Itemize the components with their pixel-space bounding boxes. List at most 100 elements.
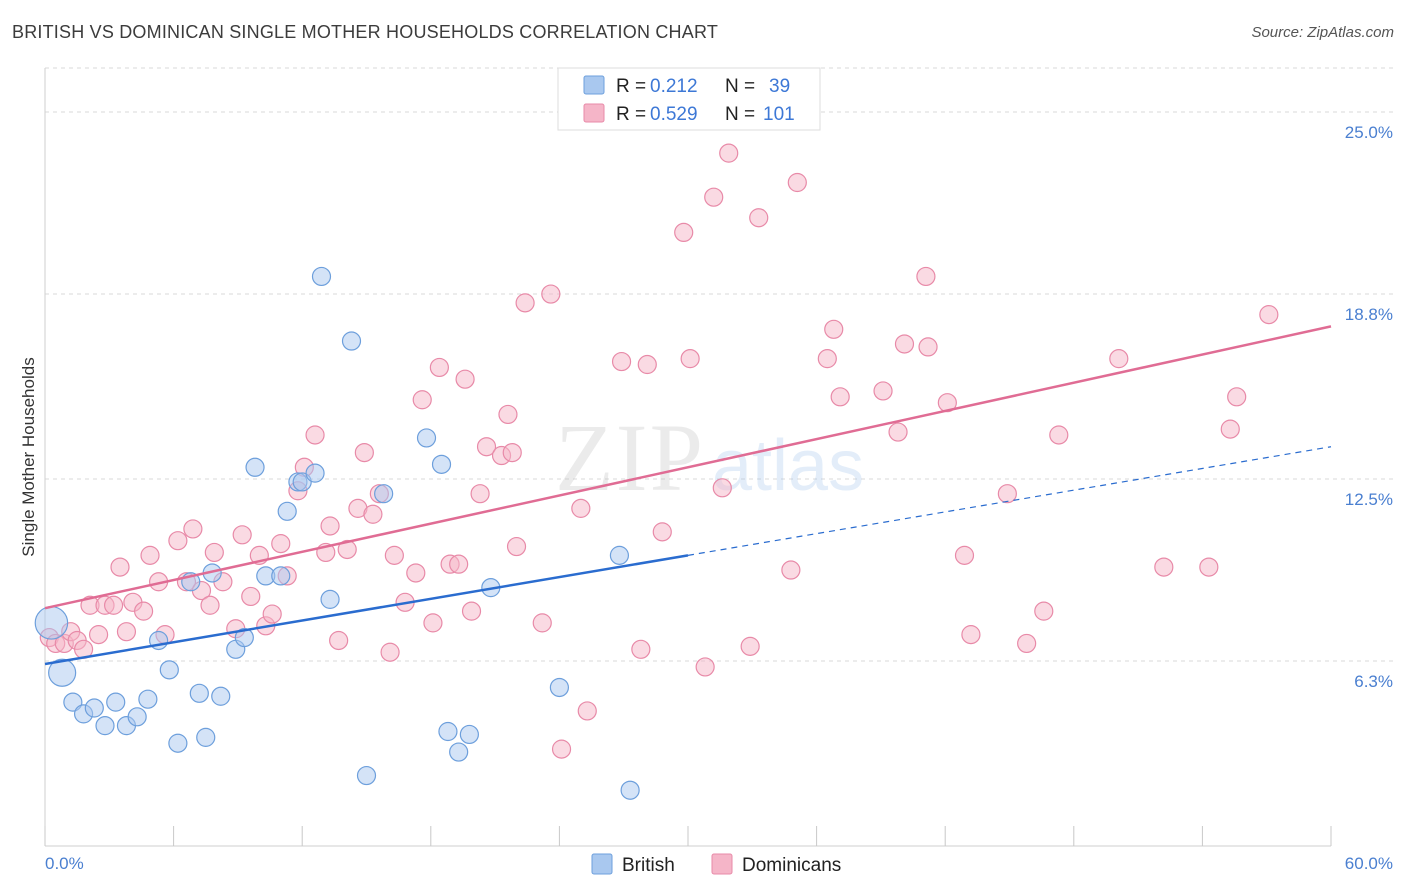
dominican-point [354,442,374,463]
dominican-point [631,639,651,659]
british-point [234,627,254,648]
dominican-point [363,504,383,524]
british-point [438,721,458,742]
dominican-point [817,349,837,369]
legend-r-label-dominican: R = [616,104,646,125]
dominican-point [1109,349,1129,369]
dominican-point [133,601,154,621]
stats-legend: R = 0.212 N = 39 R = 0.529 N = 101 [557,67,821,131]
british-point [416,428,437,448]
y-tick-label: 6.3% [1354,672,1393,691]
bottom-legend-label-british: British [622,855,675,876]
bottom-legend-swatch-dominican [711,853,733,875]
british-point [374,484,394,504]
british-point [341,331,362,351]
british-point [277,501,297,521]
british-point [211,686,231,706]
british-point [84,698,104,718]
dominican-point [1227,387,1247,407]
dominican-trend-line [44,325,1332,610]
dominican-point [719,143,739,163]
dominican-point [749,208,769,228]
dominican-point [183,519,203,539]
dominican-point [337,539,357,560]
dominican-point [116,622,137,642]
dominican-point [262,604,282,624]
y-axis-tick-labels: 6.3% 12.5% 18.8% 25.0% [1345,123,1393,691]
dominican-point [271,534,291,554]
british-trend-extension [687,446,1332,556]
dominican-point [680,349,700,369]
dominican-point [1034,601,1054,621]
british-point [196,727,216,747]
dominican-point [997,484,1017,504]
dominican-point [577,701,597,721]
dominican-points [39,143,1279,759]
dominican-point [888,422,908,442]
dominican-point [674,222,694,243]
y-axis-title: Single Mother Households [19,357,38,556]
watermark-atlas: atlas [712,426,864,506]
british-point [356,765,377,786]
dominican-point [541,284,561,304]
british-point [48,658,77,687]
british-point [320,589,340,609]
watermark: ZIP atlas [555,404,864,511]
dominican-point [461,601,482,621]
dominican-point [611,351,632,372]
source-label: Source: ZipAtlas.com [1251,24,1394,41]
british-point [138,689,158,709]
british-point [34,606,69,640]
bottom-legend-label-dominican: Dominicans [742,855,841,876]
dominican-point [961,625,981,645]
dominican-point [704,187,724,207]
dominican-point [329,630,349,651]
dominican-point [380,642,400,662]
dominican-point [305,425,325,445]
british-point [549,677,570,698]
chart-title: BRITISH VS DOMINICAN SINGLE MOTHER HOUSE… [12,22,719,42]
x-axis-ticks [44,826,1332,846]
legend-r-label-british: R = [616,76,646,97]
british-point [459,724,479,745]
british-point [245,457,265,477]
dominican-point [502,442,522,463]
dominican-point [1154,557,1174,577]
british-point [95,716,115,736]
dominican-point [551,739,572,759]
dominican-point [1259,305,1279,325]
british-point [620,780,640,800]
dominican-point [918,337,938,357]
dominican-point [1017,633,1037,654]
dominican-point [1220,419,1240,439]
dominican-point [449,554,469,574]
british-point [609,545,630,565]
dominican-point [571,498,591,518]
dominican-point [916,266,936,287]
british-point [168,733,188,753]
british-point [159,660,179,680]
dominican-point [787,172,807,193]
legend-r-value-dominican: 0.529 [650,104,698,125]
dominican-point [695,657,715,677]
watermark-zip: ZIP [555,404,705,511]
dominican-point [532,613,552,633]
dominican-point [241,586,261,607]
dominican-point [384,545,404,565]
dominican-point [88,625,109,645]
british-point [311,266,332,287]
british-point [449,742,469,762]
legend-n-label-british: N = [725,76,755,97]
british-point [127,707,147,727]
dominican-point [110,557,130,577]
dominican-point [652,522,672,542]
dominican-point [894,334,915,354]
legend-swatch-dominican [583,103,605,123]
dominican-point [168,531,188,551]
dominican-point [200,595,220,615]
british-point [305,463,325,483]
dominican-point [498,404,518,425]
dominican-point [1049,425,1069,445]
y-tick-label: 25.0% [1345,123,1393,142]
british-point [189,683,209,703]
